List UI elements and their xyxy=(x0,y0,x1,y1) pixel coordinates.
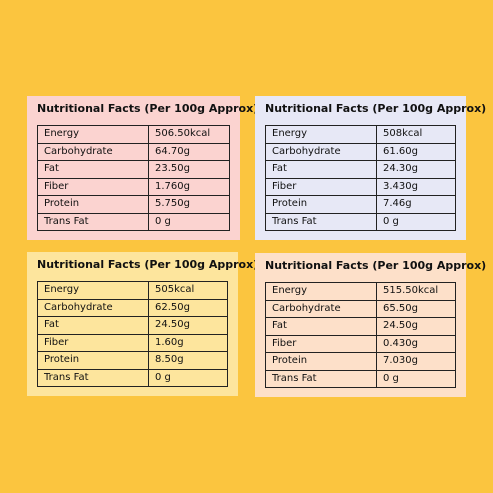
nutrient-value: 1.760g xyxy=(148,177,230,196)
nutrient-value: 0 g xyxy=(376,369,456,388)
nutrition-table: Energy 508kcal Carbohydrate 61.60g Fat 24.30g… xyxy=(265,125,456,231)
nutrition-card: Nutritional Facts (Per 100g Approx) Energ… xyxy=(255,96,487,240)
nutrient-label: Carbohydrate xyxy=(265,142,377,161)
nutrient-value: 0 g xyxy=(376,212,456,231)
table-row: Energy 508kcal xyxy=(265,125,456,144)
nutrient-label: Carbohydrate xyxy=(37,142,149,161)
nutrient-value: 505kcal xyxy=(148,281,228,300)
nutrient-value: 3.430g xyxy=(376,177,456,196)
nutrient-value: 61.60g xyxy=(376,142,456,161)
nutrition-table: Energy 506.50kcal Carbohydrate 64.70g Fat 23.… xyxy=(37,125,230,231)
nutrient-value: 0.430g xyxy=(376,334,456,353)
nutrient-value: 508kcal xyxy=(376,125,456,144)
nutrient-label: Protein xyxy=(265,195,377,214)
table-row: Fat 24.30g xyxy=(265,160,456,179)
nutrition-card: Nutritional Facts (Per 100g Approx) Energ… xyxy=(255,253,487,397)
nutrient-label: Fat xyxy=(265,160,377,179)
nutrient-label: Fiber xyxy=(265,334,377,353)
nutrient-value: 0 g xyxy=(148,368,228,387)
card-title: Nutritional Facts (Per 100g Approx) xyxy=(37,102,259,115)
table-row: Fiber 1.60g xyxy=(37,333,228,352)
nutrient-label: Trans Fat xyxy=(265,369,377,388)
table-row: Protein 8.50g xyxy=(37,351,228,370)
nutrient-value: 5.750g xyxy=(148,195,230,214)
nutrient-label: Trans Fat xyxy=(37,368,149,387)
table-row: Trans Fat 0 g xyxy=(265,369,456,388)
card-title: Nutritional Facts (Per 100g Approx) xyxy=(265,102,487,115)
nutrient-label: Protein xyxy=(265,352,377,371)
nutrient-value: 24.30g xyxy=(376,160,456,179)
nutrient-label: Protein xyxy=(37,195,149,214)
nutrient-value: 506.50kcal xyxy=(148,125,230,144)
nutrient-label: Fiber xyxy=(265,177,377,196)
card-title: Nutritional Facts (Per 100g Approx) xyxy=(265,259,487,272)
nutrient-value: 24.50g xyxy=(376,317,456,336)
table-row: Fiber 1.760g xyxy=(37,177,230,196)
table-row: Fiber 3.430g xyxy=(265,177,456,196)
nutrient-label: Energy xyxy=(37,281,149,300)
nutrition-card: Nutritional Facts (Per 100g Approx) Energ… xyxy=(27,96,259,240)
nutrient-value: 24.50g xyxy=(148,316,228,335)
nutrient-value: 8.50g xyxy=(148,351,228,370)
nutrient-label: Fat xyxy=(265,317,377,336)
nutrient-label: Trans Fat xyxy=(37,212,149,231)
nutrient-label: Energy xyxy=(37,125,149,144)
nutrient-value: 7.030g xyxy=(376,352,456,371)
nutrient-label: Energy xyxy=(265,282,377,301)
nutrient-label: Trans Fat xyxy=(265,212,377,231)
table-row: Trans Fat 0 g xyxy=(265,212,456,231)
table-row: Protein 7.030g xyxy=(265,352,456,371)
nutrient-label: Fat xyxy=(37,160,149,179)
card-title: Nutritional Facts (Per 100g Approx) xyxy=(37,258,259,271)
nutrient-value: 1.60g xyxy=(148,333,228,352)
table-row: Fat 24.50g xyxy=(265,317,456,336)
nutrient-value: 65.50g xyxy=(376,299,456,318)
nutrient-value: 64.70g xyxy=(148,142,230,161)
table-row: Carbohydrate 65.50g xyxy=(265,299,456,318)
table-row: Energy 506.50kcal xyxy=(37,125,230,144)
nutrition-table: Energy 505kcal Carbohydrate 62.50g Fat 24.50g… xyxy=(37,281,228,387)
table-row: Energy 515.50kcal xyxy=(265,282,456,301)
table-row: Carbohydrate 62.50g xyxy=(37,298,228,317)
nutrient-value: 7.46g xyxy=(376,195,456,214)
nutrient-label: Fiber xyxy=(37,333,149,352)
nutrient-value: 515.50kcal xyxy=(376,282,456,301)
nutrient-label: Carbohydrate xyxy=(265,299,377,318)
nutrient-value: 0 g xyxy=(148,212,230,231)
table-row: Fat 23.50g xyxy=(37,160,230,179)
nutrient-label: Carbohydrate xyxy=(37,298,149,317)
table-row: Fat 24.50g xyxy=(37,316,228,335)
table-row: Carbohydrate 61.60g xyxy=(265,142,456,161)
nutrient-label: Fiber xyxy=(37,177,149,196)
nutrient-label: Energy xyxy=(265,125,377,144)
table-row: Carbohydrate 64.70g xyxy=(37,142,230,161)
nutrition-card: Nutritional Facts (Per 100g Approx) Energ… xyxy=(27,252,259,396)
nutrient-label: Fat xyxy=(37,316,149,335)
table-row: Trans Fat 0 g xyxy=(37,212,230,231)
table-row: Fiber 0.430g xyxy=(265,334,456,353)
nutrient-label: Protein xyxy=(37,351,149,370)
nutrition-table: Energy 515.50kcal Carbohydrate 65.50g Fat 24.… xyxy=(265,282,456,388)
nutrient-value: 62.50g xyxy=(148,298,228,317)
table-row: Protein 5.750g xyxy=(37,195,230,214)
nutrient-value: 23.50g xyxy=(148,160,230,179)
table-row: Trans Fat 0 g xyxy=(37,368,228,387)
table-row: Protein 7.46g xyxy=(265,195,456,214)
table-row: Energy 505kcal xyxy=(37,281,228,300)
